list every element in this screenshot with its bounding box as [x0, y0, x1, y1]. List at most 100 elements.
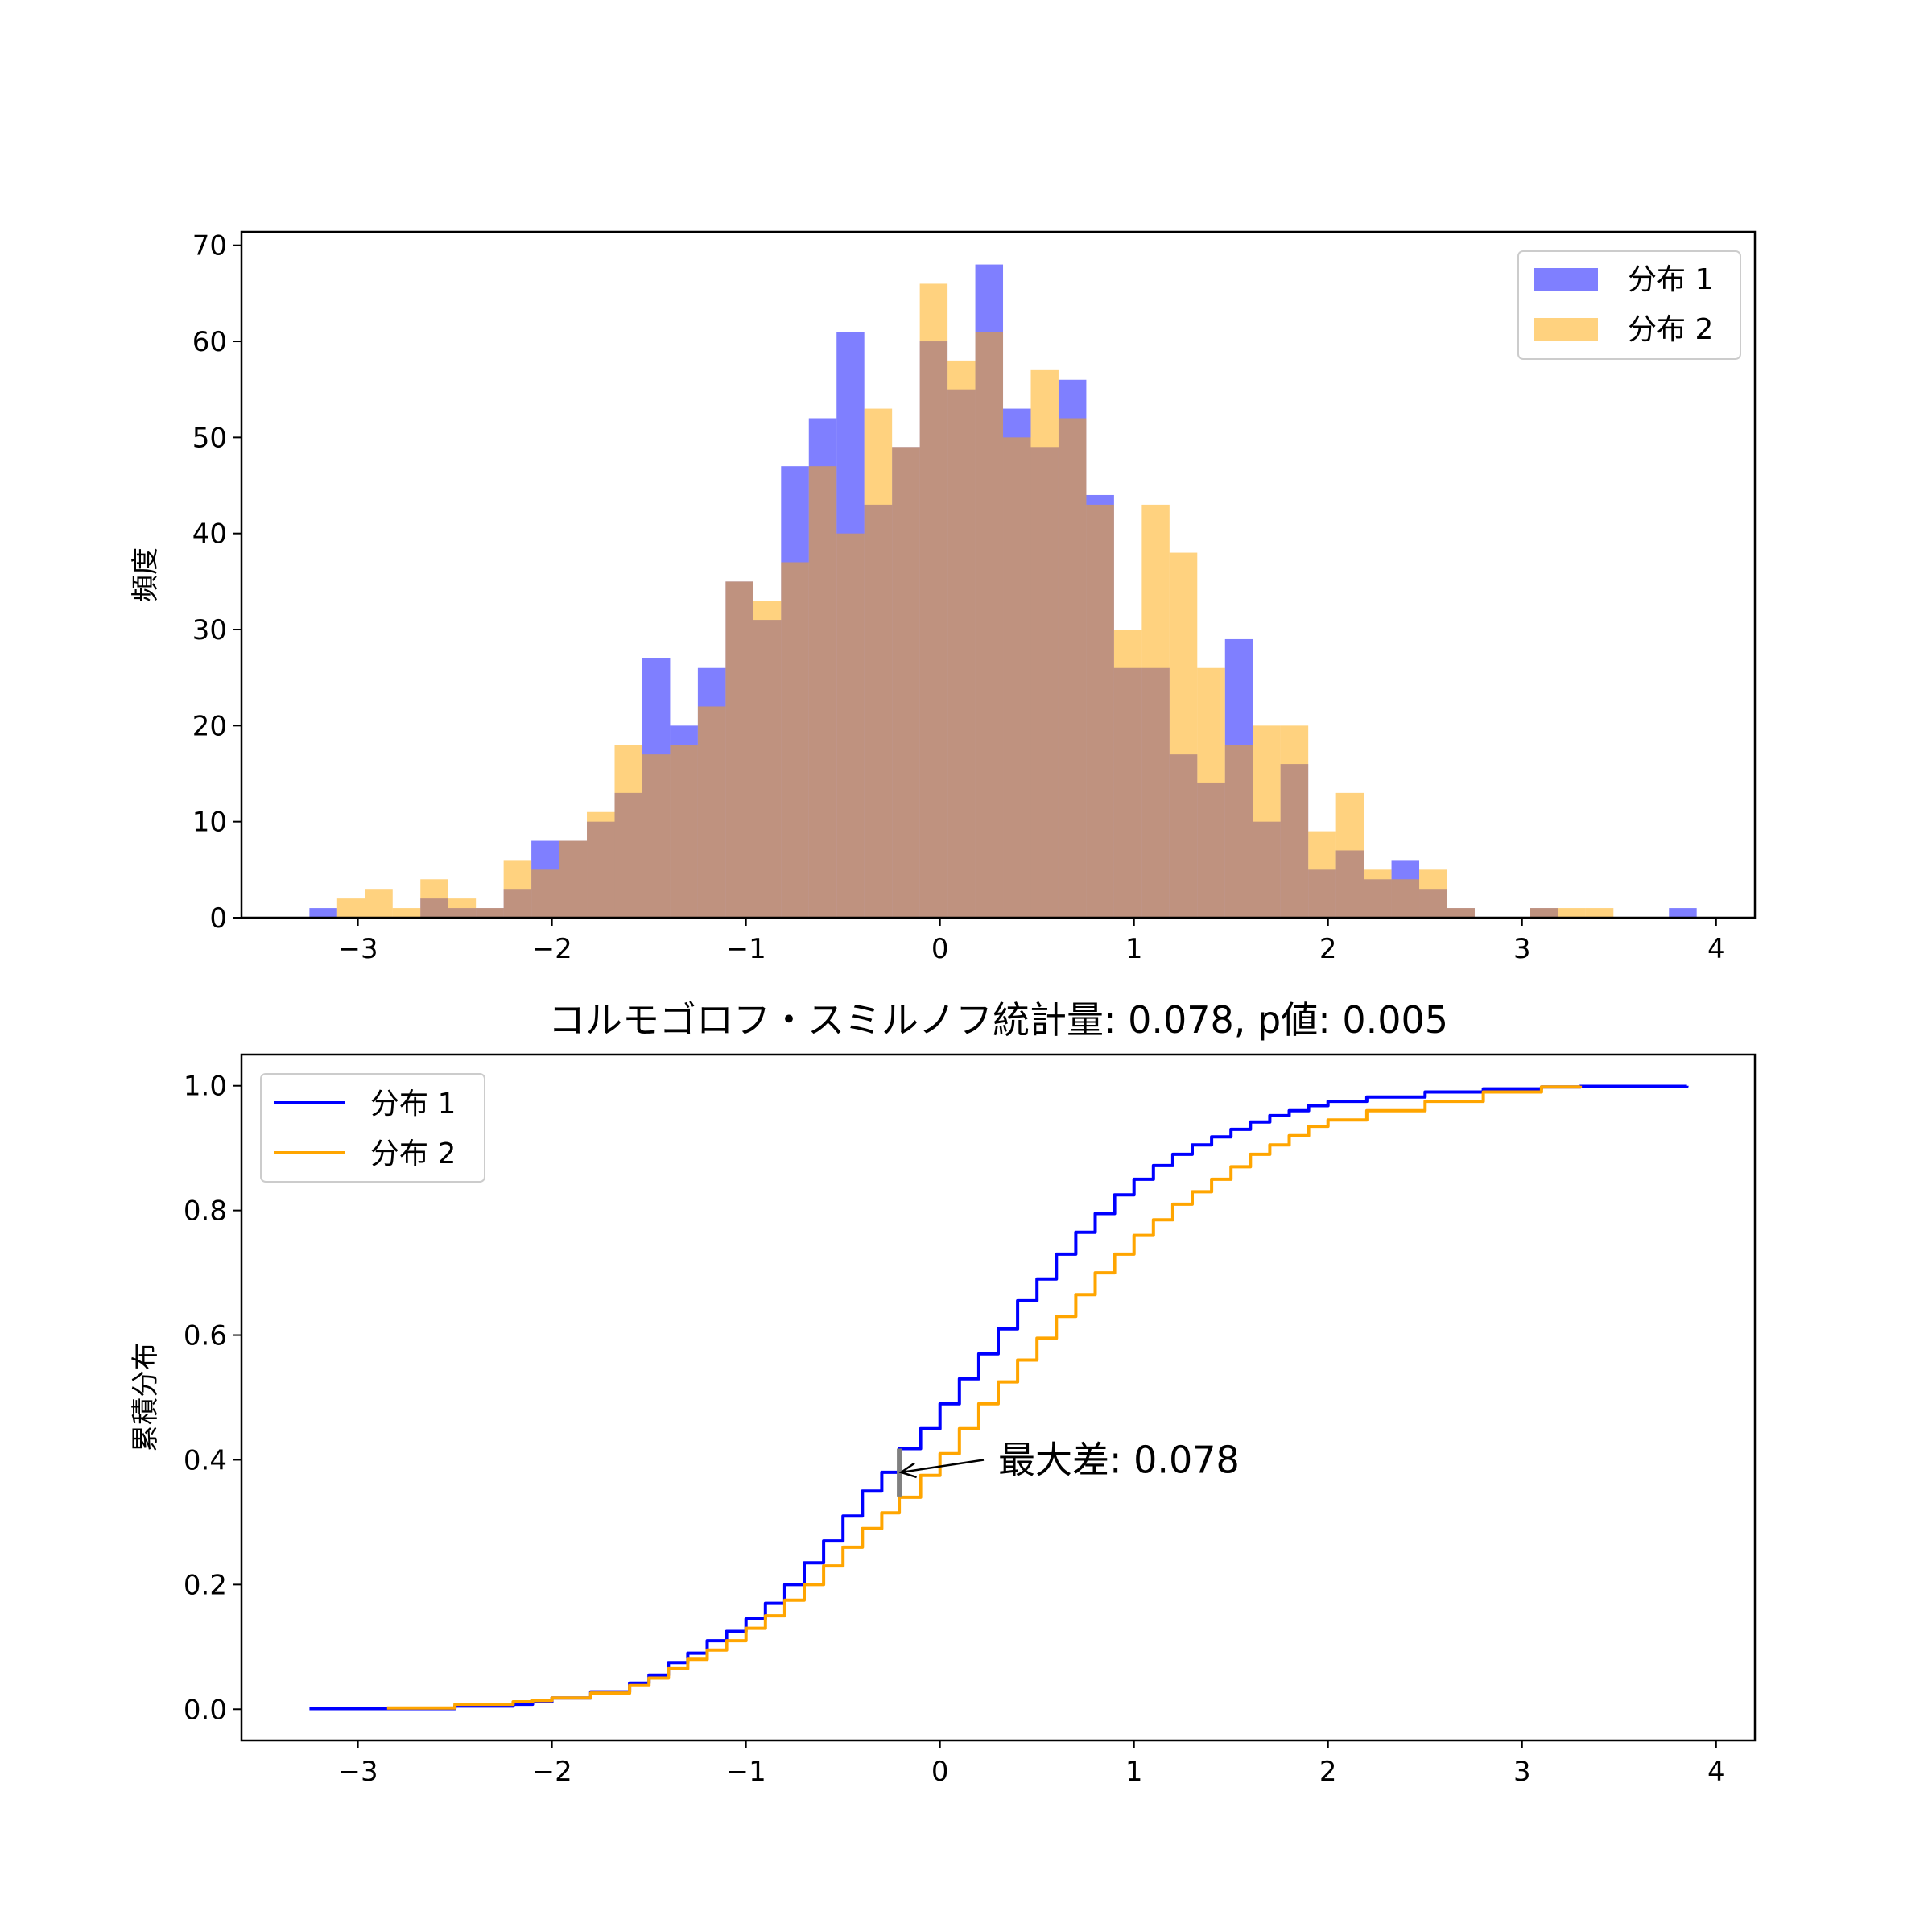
- histogram-bar-series-2: [1530, 908, 1558, 918]
- histogram-bar-series-2: [587, 811, 615, 918]
- cdf-legend-label-series-1: 分布 1: [370, 1088, 456, 1121]
- histogram-bar-series-2: [1197, 667, 1225, 918]
- histogram-legend-swatch-series-1: [1534, 268, 1598, 291]
- histogram-bar-series-2: [753, 601, 782, 918]
- histogram-axes: −3 −2 −1 0 1 2 3 4 0 10 20 30 40 50 60 70 頻度 分布 1 分布 2: [130, 230, 1757, 965]
- histogram-y-axis-label: 頻度: [130, 547, 162, 602]
- cdf-x-ticks: −3 −2 −1 0 1 2 3 4: [338, 1740, 1725, 1788]
- histogram-bar-series-2: [420, 879, 448, 918]
- cdf-lines: [309, 1084, 1689, 1711]
- histogram-x-tick-label: −1: [726, 933, 766, 965]
- cdf-annotation-arrow-shaft: [901, 1459, 985, 1474]
- histogram-bar-series-2: [919, 283, 948, 918]
- histogram-bar-series-2: [1308, 831, 1336, 918]
- histogram-x-ticks: −3 −2 −1 0 1 2 3 4: [338, 918, 1725, 965]
- histogram-bar-series-2: [1169, 552, 1198, 918]
- histogram-legend: 分布 1 分布 2: [1517, 250, 1741, 360]
- histogram-bar-series-2: [892, 447, 920, 918]
- histogram-x-tick-label: 0: [931, 933, 949, 965]
- histogram-bar-series-2: [392, 908, 421, 918]
- histogram-y-tick-label: 20: [192, 710, 227, 742]
- cdf-y-tick-label: 0.4: [184, 1444, 227, 1476]
- histogram-bar-series-2: [975, 332, 1004, 918]
- histogram-bar-series-2: [1335, 792, 1364, 918]
- cdf-x-tick-label: 2: [1319, 1756, 1337, 1788]
- cdf-y-tick-label: 0.8: [184, 1195, 227, 1228]
- cdf-line-series-2: [386, 1085, 1583, 1710]
- cdf-annotation-arrow-head: [898, 1462, 917, 1479]
- histogram-y-tick-label: 70: [192, 230, 227, 262]
- histogram-y-tick-label: 60: [192, 326, 227, 358]
- histogram-bar-series-2: [1086, 504, 1114, 918]
- histogram-bar-series-2: [336, 898, 365, 918]
- cdf-x-tick-label: 3: [1513, 1756, 1531, 1788]
- histogram-y-tick-label: 50: [192, 422, 227, 454]
- histogram-bar-series-2: [1224, 745, 1253, 918]
- histogram-y-tick-label: 30: [192, 614, 227, 646]
- histogram-bar-series-2: [864, 408, 893, 919]
- histogram-bar-series-2: [1585, 908, 1614, 918]
- cdf-x-tick-label: 0: [931, 1756, 949, 1788]
- histogram-legend-label-series-1: 分布 1: [1628, 263, 1713, 296]
- cdf-y-ticks: 0.0 0.2 0.4 0.6 0.8 1.0: [184, 1071, 242, 1726]
- cdf-x-tick-label: 4: [1707, 1756, 1725, 1788]
- cdf-x-tick-label: −3: [338, 1756, 378, 1788]
- cdf-y-tick-label: 0.2: [184, 1569, 227, 1601]
- histogram-bar-series-2: [1364, 869, 1392, 918]
- cdf-legend: 分布 1 分布 2: [260, 1073, 485, 1183]
- cdf-frame: [240, 1053, 1757, 1742]
- histogram-bar-series-2: [614, 745, 642, 918]
- histogram-x-tick-label: 1: [1125, 933, 1143, 965]
- histogram-bar-series-2: [836, 533, 865, 918]
- histogram-bar-series-2: [1280, 725, 1309, 918]
- histogram-x-tick-label: 4: [1707, 933, 1725, 965]
- histogram-y-tick-label: 40: [192, 518, 227, 551]
- histogram-bars: [309, 264, 1697, 919]
- histogram-bar-series-2: [1419, 869, 1447, 918]
- cdf-x-tick-label: −1: [726, 1756, 766, 1788]
- histogram-bar-series-2: [1030, 369, 1059, 919]
- histogram-bar-series-2: [808, 466, 837, 918]
- histogram-bar-series-2: [503, 860, 532, 918]
- histogram-bar-series-2: [1058, 418, 1087, 918]
- histogram-y-tick-label: 0: [209, 902, 227, 935]
- histogram-y-tick-label: 10: [192, 807, 227, 839]
- cdf-legend-box: [260, 1073, 485, 1183]
- histogram-bar-series-2: [1003, 437, 1031, 918]
- histogram-legend-swatch-series-2: [1534, 318, 1598, 341]
- histogram-x-tick-label: −2: [532, 933, 572, 965]
- cdf-annotation-label: 最大差: 0.078: [998, 1438, 1240, 1481]
- histogram-bar-series-2: [1558, 908, 1586, 918]
- histogram-bar-series-2: [531, 869, 559, 918]
- histogram-bar-series-2: [781, 562, 809, 918]
- histogram-bar-series-2: [947, 360, 976, 918]
- histogram-bar-series-2: [559, 840, 588, 918]
- histogram-bar-series-2: [642, 754, 671, 918]
- histogram-bar-series-2: [670, 745, 698, 918]
- histogram-y-ticks: 0 10 20 30 40 50 60 70: [192, 230, 242, 935]
- histogram-bar-series-2: [697, 706, 726, 918]
- histogram-bar-series-1: [1669, 908, 1697, 918]
- histogram-bar-series-1: [309, 908, 337, 918]
- histogram-frame: [240, 230, 1757, 919]
- cdf-legend-label-series-2: 分布 2: [370, 1137, 456, 1170]
- histogram-bar-series-2: [365, 889, 393, 918]
- cdf-y-axis-label: 累積分布: [130, 1343, 162, 1452]
- histogram-x-tick-label: −3: [338, 933, 378, 965]
- histogram-bar-series-2: [1141, 504, 1170, 918]
- histogram-bar-series-2: [1113, 630, 1142, 918]
- histogram-x-tick-label: 3: [1513, 933, 1531, 965]
- cdf-x-tick-label: 1: [1125, 1756, 1143, 1788]
- histogram-bar-series-2: [1391, 879, 1420, 918]
- cdf-x-tick-label: −2: [532, 1756, 572, 1788]
- cdf-chart-title: コルモゴロフ・スミルノフ統計量: 0.078, p値: 0.005: [548, 998, 1448, 1042]
- histogram-bar-series-2: [1447, 908, 1475, 918]
- histogram-bar-series-2: [1253, 725, 1281, 918]
- cdf-y-tick-label: 0.0: [184, 1694, 227, 1726]
- histogram-bar-series-2: [448, 898, 477, 918]
- histogram-bar-series-2: [725, 581, 753, 918]
- histogram-x-tick-label: 2: [1319, 933, 1337, 965]
- histogram-bar-series-2: [476, 908, 504, 918]
- cdf-axes: コルモゴロフ・スミルノフ統計量: 0.078, p値: 0.005 最大差: 0…: [130, 998, 1757, 1788]
